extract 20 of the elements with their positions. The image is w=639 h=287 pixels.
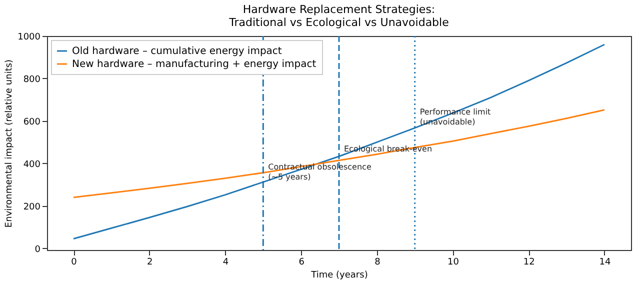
x-tick-label: 0 — [71, 258, 78, 268]
x-axis-title: Time (years) — [310, 270, 368, 280]
y-tick-label: 800 — [23, 74, 41, 85]
x-tick-label: 12 — [523, 258, 535, 268]
x-tick-label: 14 — [599, 258, 611, 268]
y-axis-title: Environmental impact (relative units) — [4, 59, 15, 228]
y-tick-label: 0 — [34, 244, 41, 255]
x-tick-label: 2 — [147, 258, 153, 268]
legend-label: Old hardware – cumulative energy impact — [72, 46, 282, 57]
chart-title: Hardware Replacement Strategies: Traditional vs Ecological vs Unavoidable — [228, 3, 450, 29]
x-tick-label: 8 — [374, 258, 381, 268]
x-tick-label: 6 — [298, 258, 305, 268]
x-tick-label: 10 — [448, 258, 460, 268]
legend-label: New hardware – manufacturing + energy impact — [72, 59, 316, 70]
y-tick-label: 200 — [23, 202, 41, 212]
y-tick-label: 400 — [23, 160, 41, 170]
y-tick-label: 600 — [23, 117, 41, 128]
x-tick-label: 4 — [222, 258, 229, 268]
y-tick-label: 1000 — [18, 32, 41, 42]
line-series — [72, 109, 606, 198]
